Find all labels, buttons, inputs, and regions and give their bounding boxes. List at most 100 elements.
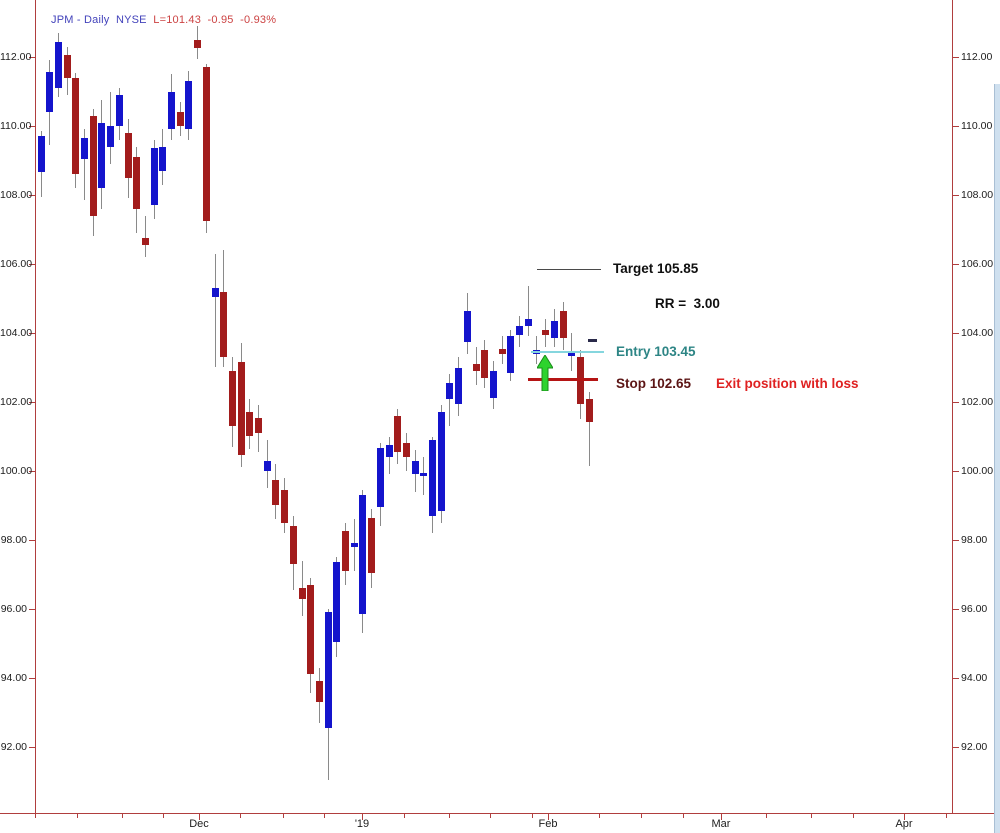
y-tick	[29, 264, 35, 265]
candle-body-up	[385, 445, 393, 458]
candle-body-down	[228, 370, 236, 427]
candle-body-down	[89, 115, 97, 216]
stop-line[interactable]	[528, 378, 598, 381]
month-label: Dec	[189, 818, 209, 830]
y-tick	[29, 126, 35, 127]
candle-wick	[301, 560, 303, 616]
candle-body-up	[463, 310, 471, 342]
candle-body-down	[255, 417, 262, 433]
candle-body-down	[133, 157, 141, 209]
candle-body-up	[159, 146, 167, 171]
candle-body-up	[185, 81, 193, 130]
candle-body-up	[420, 472, 428, 477]
exit-note-label: Exit position with loss	[716, 376, 859, 391]
candle-body-down	[342, 531, 349, 572]
y-tick	[953, 264, 959, 265]
x-tick-minor	[946, 814, 947, 818]
x-tick-minor	[324, 814, 325, 818]
candle-body-up	[376, 447, 384, 507]
candle-body-up	[507, 336, 515, 373]
candle-wick	[84, 129, 85, 201]
x-tick-minor	[853, 814, 854, 818]
candle-body-down	[394, 415, 402, 452]
candle-body-up	[437, 412, 445, 511]
candle-wick	[144, 215, 146, 258]
y-tick	[953, 57, 959, 58]
candle-body-down	[246, 412, 254, 437]
candle-body-down	[141, 238, 149, 245]
y-tick	[953, 402, 959, 403]
candle-body-down	[368, 517, 376, 574]
target-line[interactable]	[537, 269, 601, 270]
candle-body-down	[542, 329, 550, 335]
y-axis-label: 98.00	[0, 534, 27, 546]
candle-wick	[588, 391, 590, 466]
candle-body-up	[115, 94, 123, 126]
candle-body-up	[54, 42, 62, 89]
y-axis-label: 104.00	[961, 327, 994, 339]
x-tick-minor	[766, 814, 767, 818]
x-tick-minor	[283, 814, 284, 818]
left-axis-line	[35, 0, 36, 818]
candle-body-up	[455, 367, 463, 404]
y-axis-label: 108.00	[0, 189, 33, 201]
entry-price-label: Entry 103.45	[616, 344, 696, 359]
y-axis-label: 110.00	[0, 120, 32, 132]
candle-body-up	[46, 71, 54, 113]
candle-body-down	[298, 588, 306, 599]
y-tick	[29, 678, 35, 679]
candle-body-down	[585, 398, 593, 422]
candle-body-down	[281, 490, 289, 523]
x-tick-major	[362, 814, 363, 820]
candle-body-down	[72, 77, 80, 175]
candle-body-down	[202, 67, 210, 221]
month-label: '19	[354, 818, 370, 830]
window-edge-strip	[994, 84, 1000, 833]
y-tick	[29, 333, 35, 334]
y-tick	[953, 678, 959, 679]
candle-body-down	[220, 291, 228, 358]
y-tick	[953, 195, 959, 196]
candle-body-up	[524, 319, 532, 327]
candle-body-up	[489, 370, 497, 399]
candle-body-up	[98, 122, 106, 189]
candle-body-down	[176, 112, 184, 126]
month-label: Apr	[895, 818, 913, 830]
y-tick	[953, 609, 959, 610]
candle-body-up	[37, 136, 45, 173]
y-tick	[29, 609, 35, 610]
candle-body-up	[516, 326, 523, 335]
y-tick	[953, 747, 959, 748]
y-tick	[29, 747, 35, 748]
symbol-label: JPM - Daily NYSE	[51, 14, 147, 26]
candle-body-down	[307, 584, 315, 675]
x-tick-minor	[122, 814, 123, 818]
month-label: Feb	[538, 818, 558, 830]
candle-body-up	[350, 543, 358, 547]
y-axis-label: 110.00	[961, 120, 993, 132]
candle-body-up	[150, 148, 158, 206]
y-tick	[29, 57, 35, 58]
candle-body-down	[124, 132, 132, 178]
candle-body-up	[168, 91, 175, 130]
candle-body-up	[446, 383, 454, 399]
y-tick	[953, 471, 959, 472]
candle-body-up	[324, 612, 332, 728]
entry-line[interactable]	[531, 351, 604, 353]
candle-body-down	[237, 362, 245, 456]
candle-wick	[536, 336, 538, 364]
risk-reward-label: RR = 3.00	[655, 296, 720, 311]
y-axis-label: 94.00	[961, 672, 988, 684]
candle-body-down	[472, 364, 480, 371]
candle-body-up	[550, 320, 558, 339]
candle-wick	[449, 374, 451, 427]
quote-label: L=101.43 -0.95 -0.93%	[153, 14, 277, 26]
x-tick-minor	[532, 814, 533, 818]
candle-wick	[214, 253, 216, 368]
x-tick-minor	[163, 814, 164, 818]
price-dash-marker	[588, 339, 597, 342]
y-axis-label: 96.00	[961, 603, 988, 615]
candle-body-down	[498, 348, 506, 354]
y-tick	[953, 126, 959, 127]
